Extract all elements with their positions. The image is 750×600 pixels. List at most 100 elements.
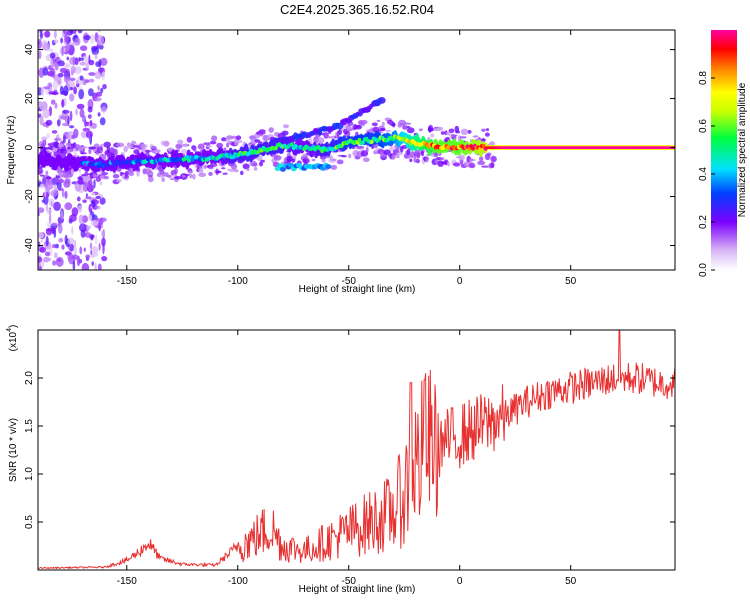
halo-blob [468, 162, 476, 169]
noise-blob [96, 91, 102, 97]
noise-blob [59, 85, 64, 95]
noise-blob [38, 266, 42, 270]
y-tick-label: 2.0 [24, 371, 35, 385]
noise-blob [79, 223, 87, 233]
halo-blob [116, 142, 125, 148]
halo-blob [317, 137, 325, 144]
x-tick-label: -50 [342, 276, 357, 287]
noise-blob [73, 245, 77, 256]
halo-blob [165, 174, 171, 178]
y-tick-label: 1.5 [24, 419, 35, 433]
halo-blob [88, 146, 96, 150]
noise-blob [60, 210, 64, 220]
halo-blob [379, 127, 386, 132]
noise-blob [76, 103, 85, 110]
halo-blob [216, 142, 224, 149]
noise-blob [82, 78, 87, 86]
noise-blob [70, 41, 78, 46]
noise-blob [51, 226, 56, 233]
x-tick-label: -50 [342, 576, 357, 587]
halo-blob [415, 158, 420, 164]
branch-blob [288, 162, 294, 168]
noise-blob [72, 30, 77, 35]
branch-blob [317, 129, 322, 136]
halo-blob [396, 152, 403, 156]
halo-blob [233, 169, 239, 173]
noise-blob [63, 47, 66, 52]
noise-blob [84, 232, 92, 238]
halo-blob [158, 171, 164, 174]
halo-blob [406, 127, 415, 134]
noise-blob [102, 228, 105, 240]
halo-blob [381, 121, 385, 127]
halo-blob [490, 162, 495, 169]
noise-blob [90, 34, 95, 44]
noise-blob [95, 195, 101, 200]
noise-blob [60, 37, 63, 44]
noise-blob [54, 102, 58, 109]
noise-blob [78, 168, 81, 173]
noise-blob [45, 251, 51, 257]
halo-blob [480, 138, 487, 141]
noise-blob [45, 119, 53, 126]
noise-blob [89, 242, 93, 250]
snr-multiplier-close: ) [8, 325, 19, 328]
halo-blob [440, 131, 445, 135]
halo-blob [362, 157, 370, 162]
noise-blob [87, 214, 93, 221]
noise-blob [101, 71, 106, 80]
noise-blob [79, 61, 86, 66]
halo-blob [233, 138, 240, 146]
halo-blob [485, 132, 490, 137]
noise-blob [95, 234, 98, 245]
halo-blob [53, 141, 60, 148]
colorbar-label: Normalized spectral amplitude [737, 82, 748, 217]
noise-blob [99, 117, 106, 126]
halo-blob [177, 139, 184, 145]
noise-blob [39, 30, 43, 34]
noise-blob [45, 235, 49, 247]
noise-blob [72, 260, 76, 270]
y-tick-label: -20 [24, 189, 35, 204]
halo-blob [379, 131, 384, 134]
noise-blob [79, 45, 88, 51]
halo-blob [311, 158, 316, 162]
halo-blob [360, 119, 368, 125]
noise-blob [74, 239, 77, 248]
noise-blob [97, 34, 104, 46]
halo-blob [459, 136, 467, 139]
noise-blob [77, 86, 83, 90]
x-tick-label: 0 [457, 576, 463, 587]
halo-blob [336, 159, 344, 165]
halo-blob [189, 173, 193, 179]
noise-blob [66, 56, 70, 61]
halo-blob [391, 121, 396, 128]
halo-blob [208, 166, 214, 170]
noise-blob [49, 52, 56, 59]
noise-blob [79, 75, 84, 81]
noise-blob [90, 192, 96, 197]
halo-blob [103, 141, 111, 148]
halo-blob [101, 172, 109, 176]
halo-blob [420, 150, 425, 157]
halo-blob [291, 158, 296, 163]
halo-blob [187, 171, 194, 174]
halo-blob [448, 128, 455, 134]
noise-blob [69, 93, 75, 102]
noise-blob [93, 179, 96, 189]
noise-blob [94, 71, 102, 80]
noise-blob [72, 254, 79, 260]
noise-blob [52, 260, 57, 266]
halo-blob [355, 125, 361, 128]
snr-marks [38, 330, 675, 570]
halo-blob [62, 171, 70, 179]
noise-blob [67, 237, 75, 245]
halo-blob [446, 161, 450, 167]
noise-blob [102, 84, 107, 90]
noise-blob [74, 57, 79, 66]
noise-blob [99, 217, 107, 223]
halo-blob [211, 135, 218, 142]
halo-blob [246, 168, 250, 171]
noise-blob [73, 86, 77, 95]
noise-blob [53, 201, 61, 211]
